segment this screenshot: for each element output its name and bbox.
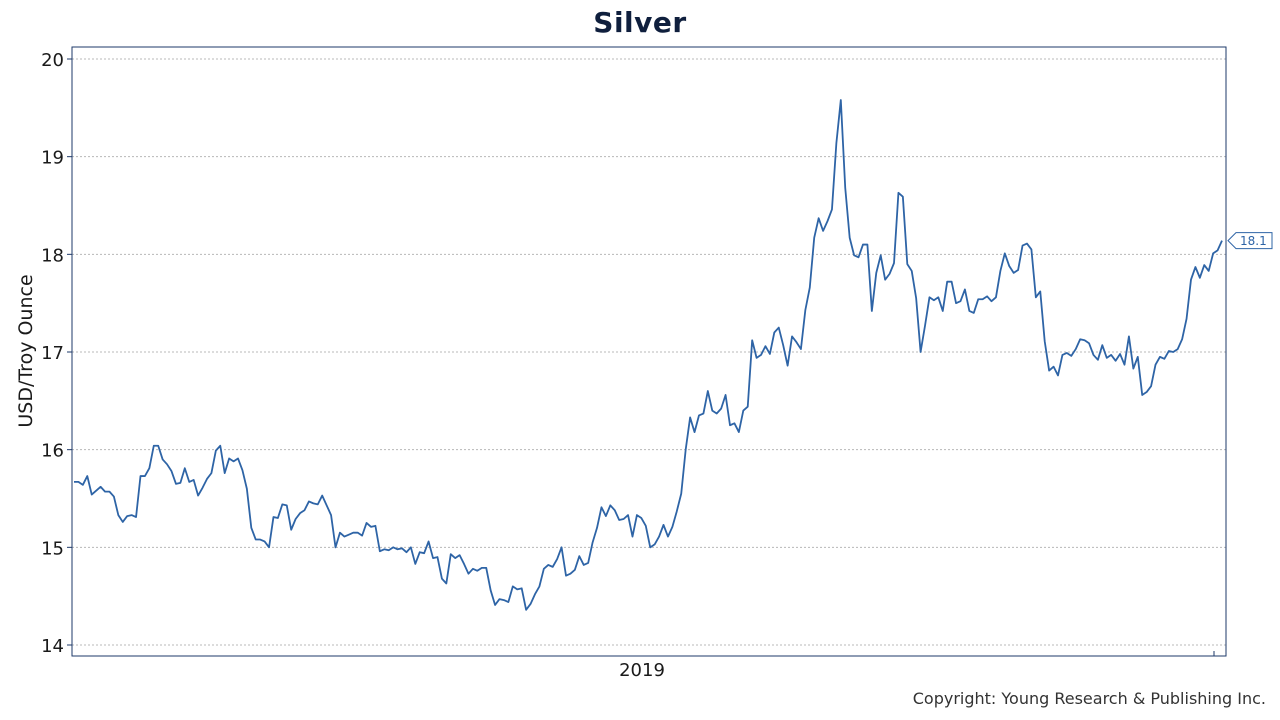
series-line [74,99,1223,611]
y-tick-label: 15 [41,538,64,559]
y-tick-label: 16 [41,441,64,462]
y-tick-label: 20 [41,50,64,71]
chart-title: Silver [593,6,687,39]
copyright-text: Copyright: Young Research & Publishing I… [912,689,1266,708]
last-value-box [1227,232,1273,250]
last-value-label: 18.1 [1240,234,1267,248]
y-tick-label: 18 [41,245,64,266]
y-tick-label: 19 [41,148,64,169]
x-tick-label: 2019 [619,660,665,681]
x-axis-ticks: 2019 [619,651,1215,681]
y-axis-label: USD/Troy Ounce [15,274,37,427]
gridlines [72,58,1226,646]
y-tick-label: 17 [41,343,64,364]
y-axis-ticks: 14 15 16 17 18 19 20 [41,50,72,657]
y-tick-label: 14 [41,636,64,657]
last-value-callout: 18.1 [1227,232,1273,250]
